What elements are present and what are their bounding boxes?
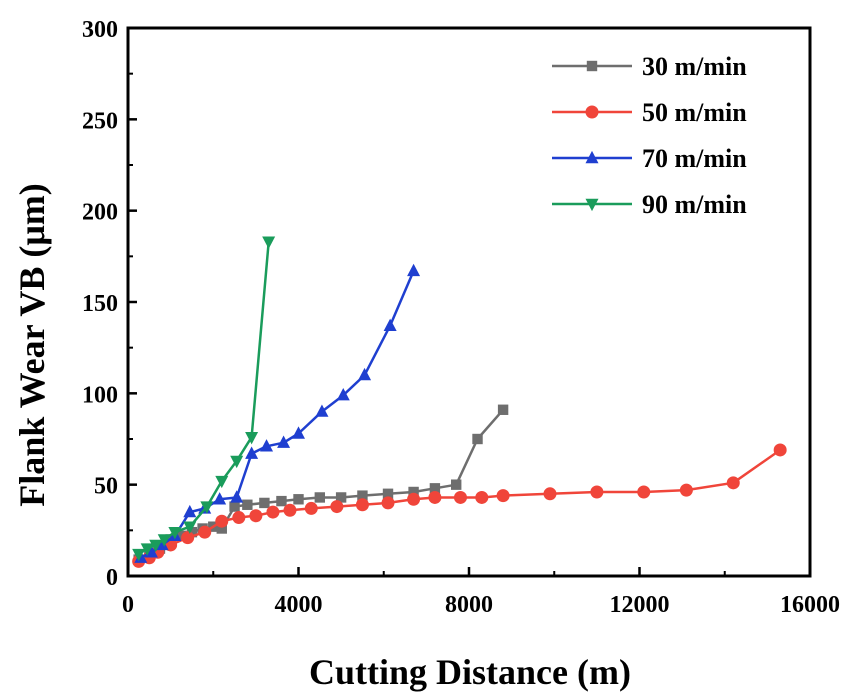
data-point	[245, 446, 259, 459]
data-point	[453, 490, 467, 504]
legend-label: 70 m/min	[642, 144, 747, 173]
data-point	[335, 492, 347, 503]
series-70-m-min	[134, 263, 421, 563]
data-point	[497, 404, 509, 415]
data-point	[245, 431, 259, 445]
data-point	[679, 483, 693, 497]
data-point	[262, 236, 276, 249]
series-layer	[132, 236, 787, 568]
x-axis-title: Cutting Distance (m)	[309, 652, 631, 692]
data-point	[355, 498, 369, 512]
data-point	[215, 475, 229, 489]
data-point	[773, 443, 787, 457]
data-point	[637, 485, 651, 499]
data-point	[408, 486, 419, 498]
legend-entry: 30 m/min	[552, 52, 747, 81]
data-point	[429, 483, 441, 494]
data-point	[407, 263, 421, 277]
data-point	[304, 501, 318, 515]
data-point	[543, 487, 557, 501]
y-axis-title: Flank Wear VB (μm)	[12, 183, 52, 506]
y-tick-label: 300	[82, 17, 118, 43]
data-point	[155, 537, 169, 551]
data-point	[277, 435, 291, 448]
y-tick-label: 50	[94, 474, 118, 500]
data-point	[357, 490, 368, 501]
data-point	[726, 476, 740, 490]
data-point	[496, 489, 510, 503]
legend-label: 50 m/min	[642, 98, 747, 127]
x-tick-label: 12000	[610, 592, 670, 618]
data-point	[149, 539, 163, 553]
data-point	[382, 488, 394, 499]
legend-label: 30 m/min	[642, 52, 747, 81]
data-point	[314, 492, 326, 503]
data-point	[315, 404, 329, 417]
y-tick-label: 0	[106, 565, 118, 591]
legend-marker	[585, 198, 599, 212]
data-point	[428, 490, 442, 504]
legend-entry: 90 m/min	[552, 190, 747, 219]
data-point	[336, 388, 350, 401]
y-tick-label: 200	[82, 200, 118, 226]
data-point	[232, 511, 246, 525]
legend-entry: 50 m/min	[552, 98, 747, 127]
data-point	[266, 505, 280, 519]
x-tick-label: 16000	[780, 592, 840, 618]
x-tick-label: 0	[122, 592, 134, 618]
series-90-m-min	[132, 236, 276, 562]
data-point	[242, 499, 253, 510]
data-point	[249, 509, 263, 523]
data-point	[260, 439, 274, 452]
data-point	[230, 490, 244, 503]
data-point	[259, 497, 270, 509]
data-point	[176, 530, 187, 542]
data-point	[215, 514, 229, 528]
data-point	[407, 492, 421, 506]
legend: 30 m/min 50 m/min 70 m/min 90 m/min	[552, 52, 747, 219]
x-tick-label: 4000	[275, 592, 323, 618]
data-point	[181, 531, 195, 545]
data-point	[451, 479, 462, 490]
legend-marker	[585, 150, 599, 164]
y-tick-label: 100	[82, 382, 118, 408]
axes: 0 4000 8000 12000 16000 0 50 100 150 200 250 300	[82, 17, 840, 618]
y-tick-label: 250	[82, 108, 118, 134]
data-point	[230, 455, 244, 469]
data-point	[132, 548, 146, 562]
data-point	[183, 504, 197, 518]
data-point	[358, 367, 372, 381]
x-tick-label: 8000	[445, 592, 493, 618]
data-point	[213, 492, 227, 505]
data-point	[472, 433, 483, 445]
data-point	[183, 521, 197, 534]
data-point	[293, 494, 304, 505]
legend-marker	[585, 105, 599, 119]
data-point	[229, 501, 240, 512]
data-point	[200, 501, 214, 514]
data-point	[168, 526, 182, 540]
data-point	[157, 534, 171, 547]
data-point	[198, 525, 212, 539]
data-point	[283, 503, 297, 517]
data-point	[383, 318, 397, 331]
data-point	[381, 496, 395, 510]
data-point	[330, 500, 344, 514]
data-point	[590, 485, 604, 499]
data-point	[140, 543, 154, 556]
y-tick-label: 150	[82, 291, 118, 317]
legend-entry: 70 m/min	[552, 144, 747, 173]
data-point	[216, 523, 227, 534]
data-point	[144, 545, 158, 558]
data-point	[276, 495, 287, 507]
legend-marker	[586, 60, 598, 72]
data-point	[186, 526, 198, 538]
data-point	[292, 426, 305, 439]
legend-label: 90 m/min	[642, 190, 747, 219]
data-point	[475, 490, 489, 504]
